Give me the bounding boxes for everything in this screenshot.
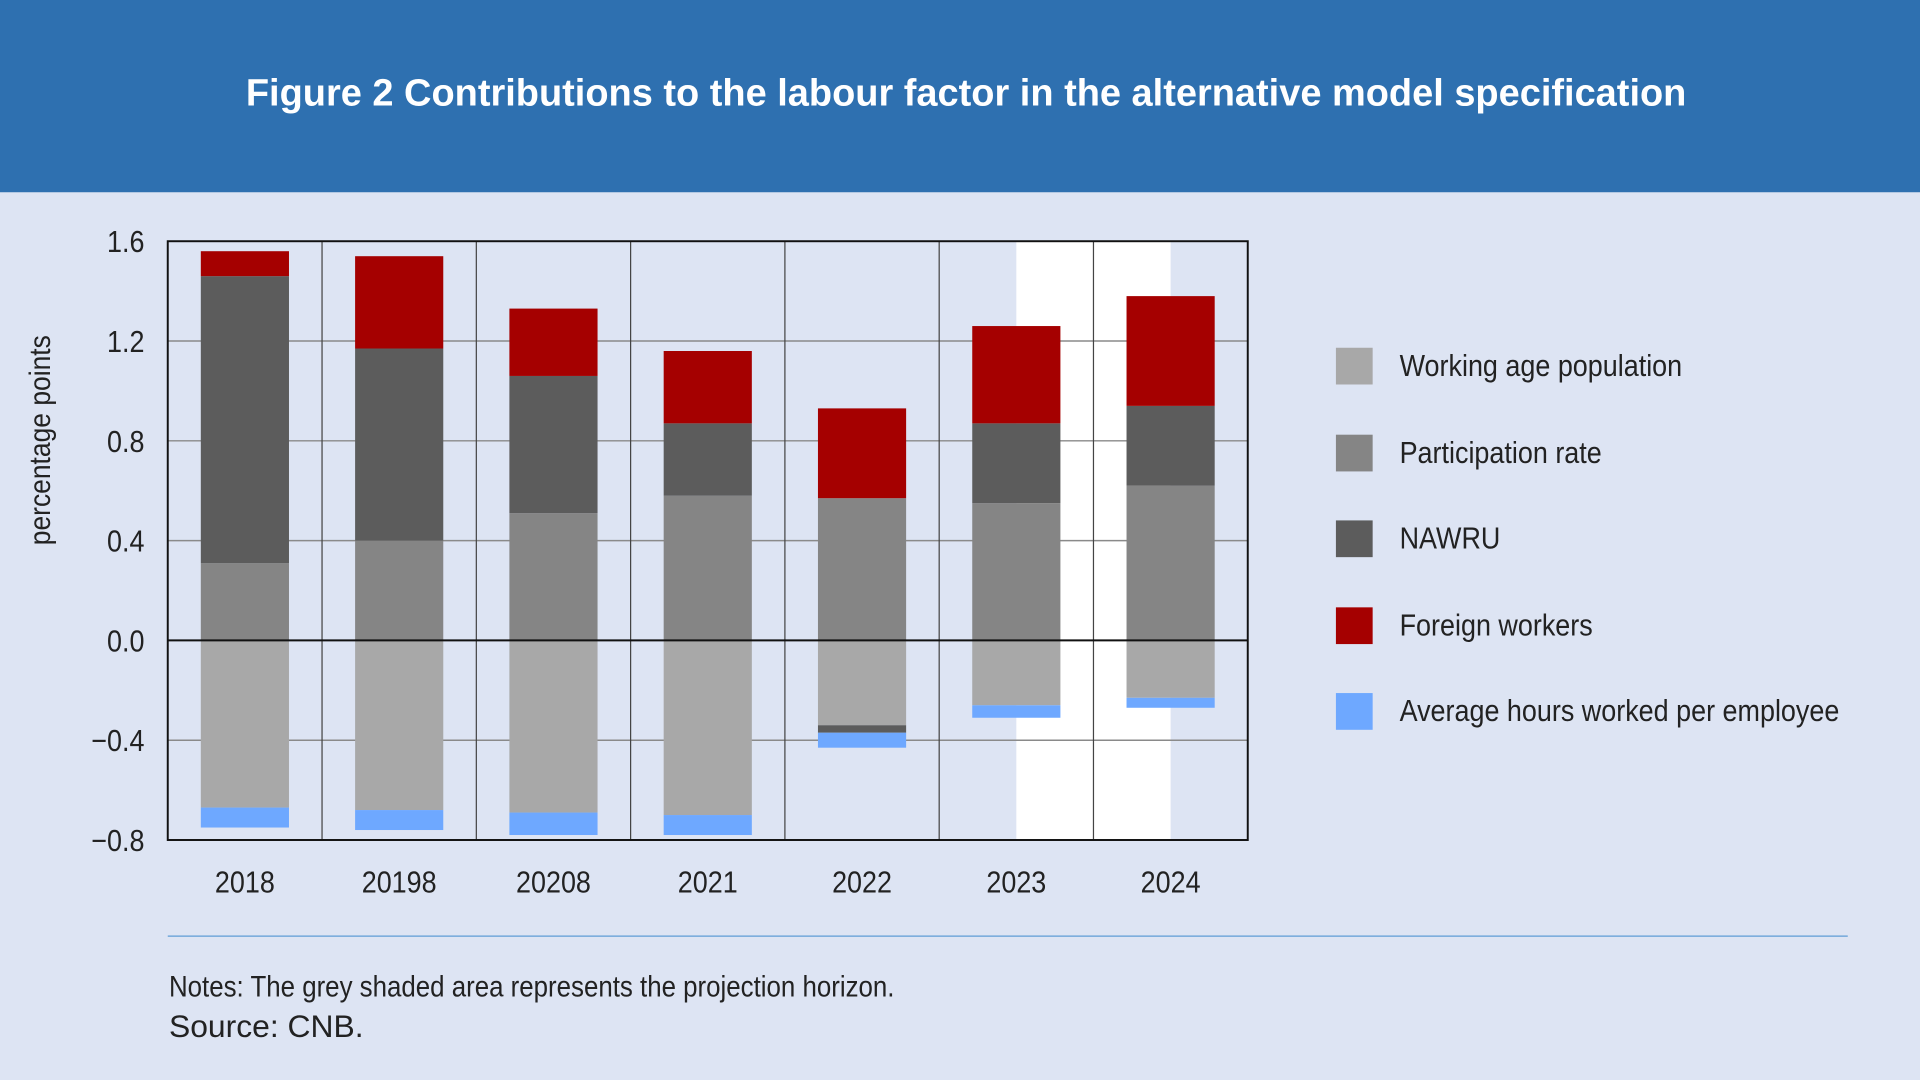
separator-line — [167, 935, 1848, 937]
header-band: Figure 2 Contributions to the labour fac… — [0, 0, 1920, 193]
bar-segment-participation-rate — [200, 563, 289, 641]
y-tick-label: 0.8 — [107, 425, 144, 459]
y-tick-label: −0.4 — [91, 725, 144, 759]
bar-segment-nawru — [817, 725, 907, 733]
bar-segment-nawru — [663, 423, 752, 496]
x-tick-label: 2018 — [215, 866, 275, 900]
bar-segment-average-hours-worked-per-employee — [200, 807, 289, 828]
bar-segment-average-hours-worked-per-employee — [509, 812, 598, 836]
y-tick-label: 0.0 — [107, 625, 144, 659]
bar-segment-nawru — [355, 348, 444, 541]
bar-segment-average-hours-worked-per-employee — [817, 732, 907, 748]
bar-segment-foreign-workers — [663, 351, 752, 424]
bar-segment-average-hours-worked-per-employee — [972, 705, 1061, 718]
x-tick-label: 2024 — [1141, 866, 1201, 900]
bar-segment-nawru — [509, 375, 598, 514]
y-tick-label: 1.2 — [107, 325, 144, 359]
legend-label: Average hours worked per employee — [1399, 694, 1840, 729]
x-tick-label: 2021 — [678, 866, 738, 900]
legend-swatch — [1335, 434, 1373, 471]
plot-frame — [166, 240, 1249, 841]
y-tick-label: 0.4 — [107, 525, 144, 559]
bar-segment-foreign-workers — [972, 326, 1061, 424]
legend-swatch — [1335, 606, 1373, 644]
legend-label: Foreign workers — [1399, 607, 1593, 643]
bar-segment-participation-rate — [355, 540, 444, 641]
bar-segment-foreign-workers — [509, 308, 598, 376]
bar-segment-working-age-population — [509, 640, 598, 813]
x-tick-label: 20208 — [516, 866, 591, 900]
source-text: Source: CNB. — [168, 1007, 364, 1045]
bar-segment-average-hours-worked-per-employee — [1126, 697, 1215, 708]
bar-segment-foreign-workers — [1126, 296, 1215, 406]
x-tick-label: 20198 — [362, 866, 437, 900]
bar-segment-foreign-workers — [200, 251, 289, 277]
bar-segment-nawru — [200, 276, 289, 564]
bar-segment-average-hours-worked-per-employee — [663, 815, 752, 836]
bar-segment-working-age-population — [1126, 640, 1215, 698]
bar-segment-foreign-workers — [355, 256, 444, 349]
y-tick-label: −0.8 — [91, 824, 144, 858]
y-axis-label: percentage points — [24, 335, 57, 545]
legend-swatch — [1335, 693, 1373, 730]
bar-segment-nawru — [972, 423, 1061, 504]
bar-segment-foreign-workers — [817, 408, 907, 499]
bar-segment-participation-rate — [817, 498, 907, 641]
bar-segment-working-age-population — [817, 640, 907, 726]
chart-title: Figure 2 Contributions to the labour fac… — [245, 71, 1687, 114]
bar-segment-nawru — [1126, 405, 1215, 486]
bar-segment-average-hours-worked-per-employee — [355, 810, 444, 831]
bar-segment-participation-rate — [509, 513, 598, 641]
legend-label: Working age population — [1399, 348, 1683, 384]
bar-segment-participation-rate — [972, 503, 1061, 641]
bar-segment-participation-rate — [663, 495, 752, 641]
bar-segment-participation-rate — [1126, 485, 1215, 641]
legend-label: Participation rate — [1399, 435, 1602, 470]
bar-segment-working-age-population — [972, 640, 1061, 706]
bar-segment-working-age-population — [355, 640, 444, 811]
x-tick-label: 2022 — [832, 866, 892, 900]
notes-text: Notes: The grey shaded area represents t… — [168, 971, 895, 1005]
x-tick-label: 2023 — [986, 866, 1046, 900]
bar-segment-working-age-population — [200, 640, 289, 808]
legend-swatch — [1335, 347, 1373, 385]
legend-label: NAWRU — [1399, 521, 1501, 556]
legend-swatch — [1335, 520, 1373, 558]
bar-segment-working-age-population — [663, 640, 752, 816]
y-tick-label: 1.6 — [107, 226, 144, 260]
